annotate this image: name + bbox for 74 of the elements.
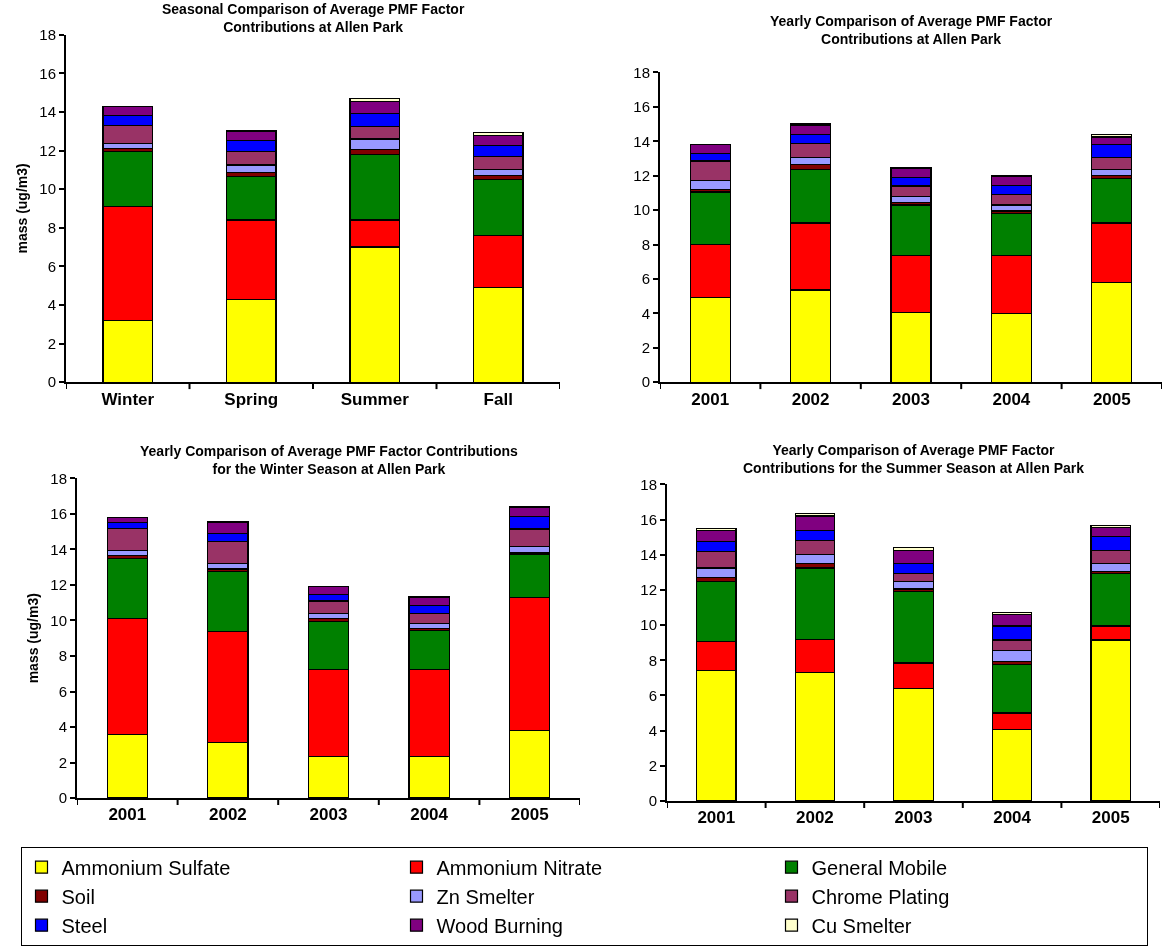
y-tick-label: 16 — [633, 98, 650, 116]
y-tick-label: 18 — [640, 475, 657, 493]
y-tick-label: 8 — [648, 651, 657, 669]
legend-label: Cu Smelter — [811, 914, 912, 937]
legend-label: Ammonium Sulfate — [61, 856, 231, 879]
y-tick-label: 8 — [58, 647, 67, 665]
x-tick-label: 2002 — [791, 389, 830, 409]
x-tick-label: Fall — [483, 389, 513, 409]
y-tick-label: 14 — [39, 103, 56, 121]
x-tick-label: Spring — [224, 389, 279, 409]
y-tick-label: 10 — [633, 201, 650, 219]
y-tick-label: 4 — [648, 721, 657, 739]
x-tick-label: 2004 — [993, 808, 1032, 828]
y-tick-label: 10 — [39, 180, 56, 198]
y-tick-label: 4 — [641, 304, 650, 322]
legend-label: Steel — [61, 914, 108, 937]
y-tick-label: 10 — [50, 611, 67, 629]
y-tick-label: 16 — [640, 510, 657, 528]
y-tick-label: 2 — [47, 334, 56, 352]
y-tick-label: 0 — [648, 792, 657, 810]
y-tick-label: 4 — [58, 718, 67, 736]
legend-label: Wood Burning — [436, 914, 563, 937]
y-tick-label: 6 — [58, 682, 67, 700]
y-tick-label: 12 — [640, 581, 657, 599]
x-tick-label: 2001 — [691, 389, 730, 409]
y-tick-label: 18 — [39, 25, 56, 43]
x-tick-label: 2004 — [410, 805, 449, 825]
y-tick-label: 18 — [633, 63, 650, 81]
x-tick-label: 2005 — [1092, 389, 1131, 409]
y-tick-label: 12 — [50, 576, 67, 594]
y-tick-label: 0 — [58, 789, 67, 807]
x-tick-label: 2003 — [894, 808, 933, 828]
y-tick-label: 6 — [47, 257, 56, 275]
x-tick-label: 2003 — [309, 805, 348, 825]
y-tick-label: 16 — [39, 64, 56, 82]
y-tick-label: 14 — [50, 540, 67, 558]
y-tick-label: 16 — [50, 505, 67, 523]
y-tick-label: 2 — [641, 338, 650, 356]
y-tick-label: 2 — [648, 757, 657, 775]
x-tick-label: 2001 — [108, 805, 147, 825]
x-tick-label: 2001 — [697, 808, 736, 828]
y-tick-label: 6 — [648, 686, 657, 704]
legend-label: General Mobile — [811, 856, 948, 879]
y-tick-label: 0 — [641, 373, 650, 391]
y-tick-label: 0 — [47, 373, 56, 391]
x-tick-label: Winter — [101, 389, 155, 409]
y-tick-label: 6 — [641, 270, 650, 288]
y-tick-label: 8 — [47, 219, 56, 236]
chart-title: Seasonal Comparison of Average PMF Factor Contributions at Allen Park — [162, 1, 465, 36]
legend-label: Chrome Plating — [811, 885, 950, 908]
y-tick-label: 8 — [641, 235, 650, 253]
y-axis-title: mass (ug/m3) — [25, 593, 42, 684]
y-tick-label: 10 — [640, 616, 657, 634]
x-tick-label: 2005 — [1091, 808, 1130, 828]
y-tick-label: 14 — [633, 132, 650, 150]
x-tick-label: 2002 — [208, 805, 247, 825]
y-tick-label: 2 — [58, 753, 67, 771]
x-tick-label: 2005 — [510, 805, 549, 825]
y-axis-title: mass (ug/m3) — [14, 163, 31, 254]
legend-label: Soil — [61, 885, 95, 908]
x-tick-label: 2002 — [795, 808, 834, 828]
chart-title: Yearly Comparison of Average PMF Factor Contributions at Allen Park — [770, 13, 1053, 48]
chart-title: Yearly Comparison of Average PMF Factor Contributions for the Winter Season at Allen Park — [140, 443, 519, 478]
x-tick-label: 2003 — [892, 389, 930, 409]
y-tick-label: 18 — [50, 469, 67, 487]
legend-label: Zn Smelter — [436, 885, 535, 908]
x-tick-label: Summer — [340, 389, 410, 409]
chart-title: Yearly Comparison of Average PMF Factor Contributions for the Summer Season at Allen Park — [743, 442, 1085, 477]
y-tick-label: 4 — [47, 296, 56, 314]
x-tick-label: 2004 — [992, 389, 1031, 409]
legend-label: Ammonium Nitrate — [436, 856, 603, 879]
y-tick-label: 14 — [640, 546, 657, 563]
y-tick-label: 12 — [39, 141, 56, 159]
y-tick-label: 12 — [633, 166, 650, 184]
